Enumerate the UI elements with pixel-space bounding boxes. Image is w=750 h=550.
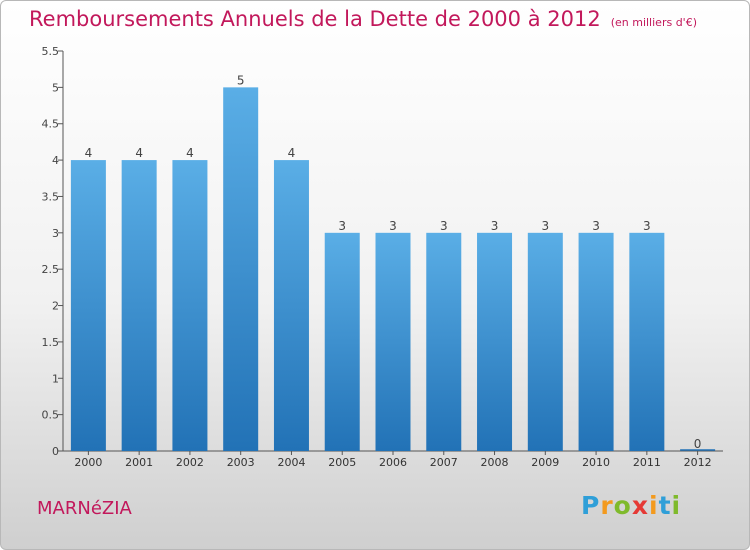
- logo-letter: r: [600, 491, 614, 520]
- bar: [121, 160, 157, 451]
- logo-letter: i: [671, 491, 682, 520]
- logo-letter: i: [649, 491, 659, 520]
- bar-value-label: 4: [186, 146, 194, 160]
- bar: [477, 232, 513, 451]
- x-tick-label: 2009: [531, 456, 559, 469]
- chart-title: Remboursements Annuels de la Dette de 20…: [29, 7, 697, 31]
- bar: [629, 232, 665, 451]
- commune-name: MARNéZIA: [37, 498, 132, 519]
- bar-value-label: 3: [541, 219, 549, 233]
- bar: [324, 232, 360, 451]
- x-tick-label: 2005: [328, 456, 356, 469]
- x-tick-label: 2006: [379, 456, 407, 469]
- y-tick-label: 5: [52, 81, 59, 94]
- x-tick-label: 2002: [176, 456, 204, 469]
- y-tick-label: 1: [52, 372, 59, 385]
- bar: [527, 232, 563, 451]
- bar-value-label: 5: [237, 73, 245, 87]
- x-tick-label: 2012: [684, 456, 712, 469]
- bar-value-label: 0: [694, 437, 702, 451]
- y-tick-label: 2.5: [42, 263, 60, 276]
- bar-value-label: 3: [491, 219, 499, 233]
- y-tick-label: 5.5: [42, 45, 60, 58]
- y-tick-label: 0: [52, 445, 59, 458]
- y-tick-label: 4.5: [42, 118, 60, 131]
- bar: [578, 232, 614, 451]
- x-tick-label: 2011: [633, 456, 661, 469]
- bar: [273, 160, 309, 451]
- bar-value-label: 4: [85, 146, 93, 160]
- x-tick-label: 2008: [481, 456, 509, 469]
- logo-letter: t: [658, 491, 672, 520]
- bar: [375, 232, 411, 451]
- y-tick-label: 3.5: [42, 190, 60, 203]
- bar: [223, 87, 259, 451]
- bar-value-label: 3: [592, 219, 600, 233]
- x-tick-label: 2004: [277, 456, 305, 469]
- bar-value-label: 4: [135, 146, 143, 160]
- x-tick-label: 2000: [74, 456, 102, 469]
- logo-letter: o: [613, 491, 632, 520]
- y-tick-label: 1.5: [42, 336, 60, 349]
- y-tick-label: 3: [52, 227, 59, 240]
- proxiti-logo: Proxiti: [581, 491, 681, 520]
- bar: [172, 160, 208, 451]
- y-tick-label: 2: [52, 300, 59, 313]
- x-tick-label: 2007: [430, 456, 458, 469]
- x-tick-label: 2003: [227, 456, 255, 469]
- bar-value-label: 3: [389, 219, 397, 233]
- bar-value-label: 3: [440, 219, 448, 233]
- x-tick-label: 2010: [582, 456, 610, 469]
- logo-letter: P: [581, 491, 601, 520]
- bar: [70, 160, 106, 451]
- chart-unit-label: (en milliers d'€): [610, 16, 697, 29]
- chart-title-text: Remboursements Annuels de la Dette de 20…: [29, 7, 601, 31]
- bar-value-label: 3: [338, 219, 346, 233]
- x-tick-label: 2001: [125, 456, 153, 469]
- bar-value-label: 3: [643, 219, 651, 233]
- bar: [426, 232, 462, 451]
- y-tick-label: 0.5: [42, 409, 60, 422]
- y-tick-label: 4: [52, 154, 59, 167]
- logo-letter: x: [631, 491, 649, 520]
- bar-value-label: 4: [288, 146, 296, 160]
